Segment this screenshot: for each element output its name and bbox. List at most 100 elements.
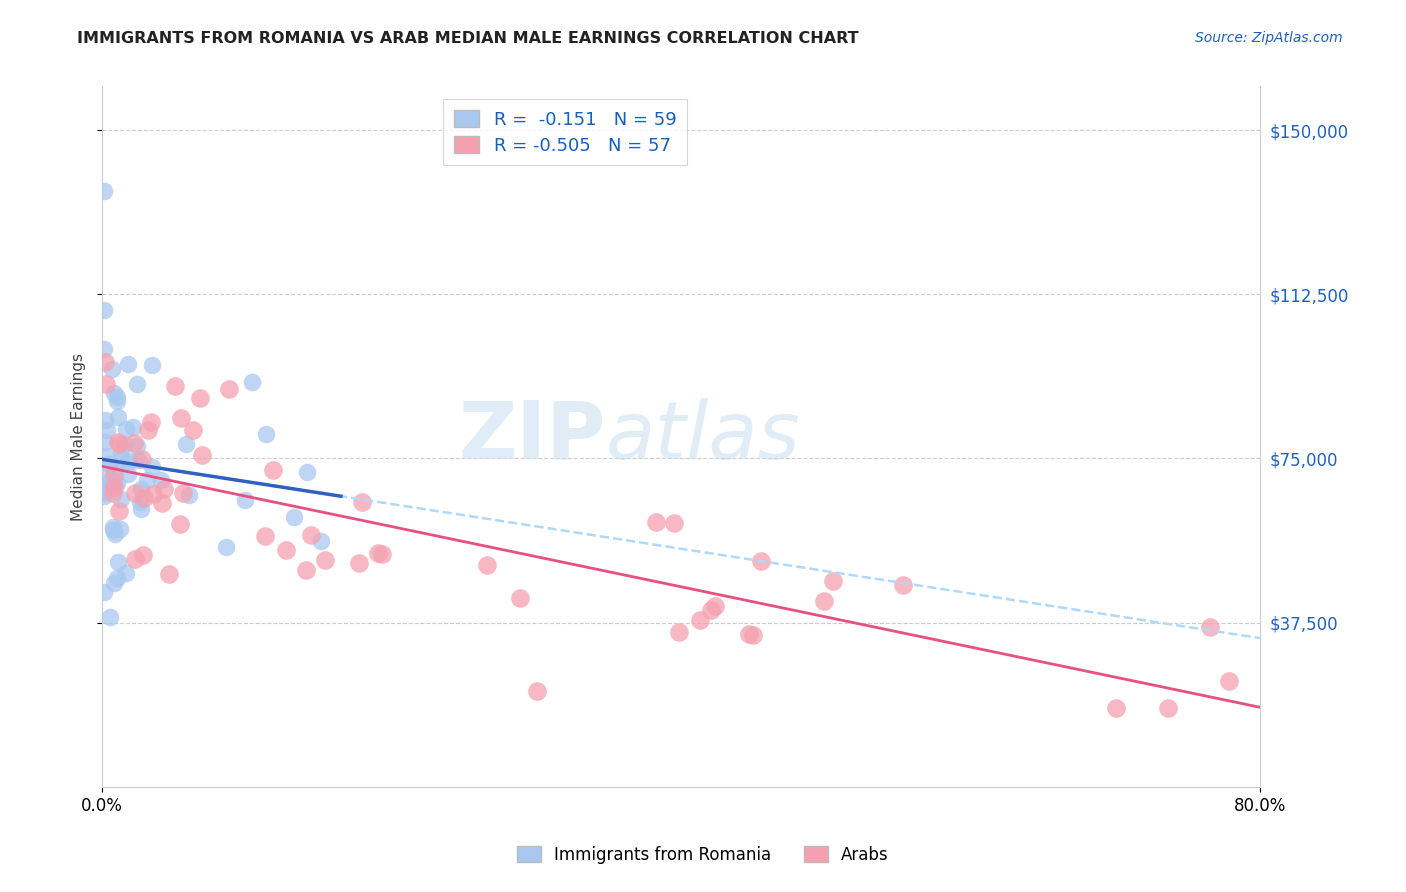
Point <box>645 516 668 530</box>
Point <box>112 437 135 451</box>
Point <box>115 566 138 580</box>
Point <box>191 448 214 462</box>
Point <box>125 439 148 453</box>
Point <box>131 451 153 466</box>
Point <box>110 492 132 507</box>
Point <box>105 476 128 491</box>
Point <box>107 410 129 425</box>
Point <box>253 529 276 543</box>
Point <box>475 558 498 573</box>
Point <box>299 528 322 542</box>
Point <box>150 496 173 510</box>
Point <box>97 457 120 471</box>
Point <box>157 566 180 581</box>
Point <box>136 423 159 437</box>
Point <box>117 467 139 482</box>
Point <box>152 483 174 497</box>
Point <box>93 412 115 426</box>
Point <box>371 547 394 561</box>
Text: Source: ZipAtlas.com: Source: ZipAtlas.com <box>1195 31 1343 45</box>
Point <box>314 552 336 566</box>
Legend: R =  -0.151   N = 59, R = -0.505   N = 57: R = -0.151 N = 59, R = -0.505 N = 57 <box>443 99 688 165</box>
Point <box>367 546 389 560</box>
Point <box>188 391 211 405</box>
Point <box>105 393 128 408</box>
Point <box>101 520 124 534</box>
Point <box>283 509 305 524</box>
Point <box>742 628 765 642</box>
Point <box>297 465 319 479</box>
Point <box>172 486 194 500</box>
Point <box>96 470 118 484</box>
Point <box>813 594 835 608</box>
Point <box>98 479 121 493</box>
Point <box>104 526 127 541</box>
Point <box>118 453 141 467</box>
Point <box>103 467 125 482</box>
Point <box>94 377 117 392</box>
Point <box>703 599 725 613</box>
Point <box>170 410 193 425</box>
Point <box>101 523 124 537</box>
Point <box>254 426 277 441</box>
Point <box>117 357 139 371</box>
Point <box>1157 701 1180 715</box>
Point <box>93 486 115 500</box>
Point <box>1198 620 1220 634</box>
Point <box>107 555 129 569</box>
Point <box>309 534 332 549</box>
Point <box>668 625 690 640</box>
Point <box>110 451 132 466</box>
Point <box>150 474 173 488</box>
Point <box>94 355 117 369</box>
Legend: Immigrants from Romania, Arabs: Immigrants from Romania, Arabs <box>510 839 896 871</box>
Point <box>142 486 165 500</box>
Point <box>125 376 148 391</box>
Point <box>662 516 685 530</box>
Point <box>129 502 152 516</box>
Point <box>891 578 914 592</box>
Point <box>110 522 132 536</box>
Point <box>124 485 146 500</box>
Point <box>129 482 152 496</box>
Point <box>93 185 115 199</box>
Point <box>169 517 191 532</box>
Point <box>700 603 723 617</box>
Point <box>115 422 138 436</box>
Point <box>96 449 118 463</box>
Point <box>94 435 117 450</box>
Text: atlas: atlas <box>606 398 800 475</box>
Point <box>174 437 197 451</box>
Point <box>93 342 115 356</box>
Point <box>526 683 548 698</box>
Point <box>233 493 256 508</box>
Point <box>98 609 121 624</box>
Point <box>103 461 125 475</box>
Point <box>103 476 125 491</box>
Point <box>689 613 711 627</box>
Point <box>1218 673 1240 688</box>
Point <box>110 445 132 459</box>
Point <box>100 473 122 487</box>
Point <box>103 576 125 591</box>
Point <box>105 571 128 585</box>
Point <box>738 627 761 641</box>
Point <box>107 435 129 450</box>
Point <box>179 488 201 502</box>
Point <box>105 390 128 404</box>
Point <box>128 495 150 509</box>
Point <box>103 385 125 400</box>
Point <box>139 416 162 430</box>
Point <box>141 460 163 475</box>
Point <box>183 424 205 438</box>
Point <box>93 302 115 317</box>
Point <box>823 574 845 588</box>
Point <box>240 375 263 389</box>
Point <box>101 485 124 500</box>
Point <box>134 491 156 505</box>
Point <box>93 489 115 503</box>
Point <box>509 591 531 606</box>
Text: ZIP: ZIP <box>458 398 606 475</box>
Point <box>122 436 145 450</box>
Point <box>749 554 772 568</box>
